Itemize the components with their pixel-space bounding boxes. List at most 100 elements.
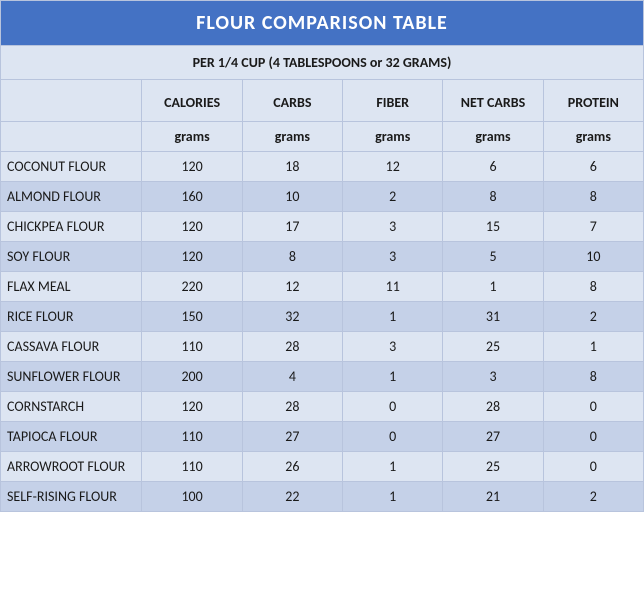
row-value: 0 (543, 392, 643, 422)
row-label: SELF-RISING FLOUR (1, 482, 142, 512)
row-label: RICE FLOUR (1, 302, 142, 332)
table-title: FLOUR COMPARISON TABLE (1, 1, 644, 46)
row-value: 3 (443, 362, 543, 392)
table-row: CASSAVA FLOUR110283251 (1, 332, 644, 362)
table-row: RICE FLOUR150321312 (1, 302, 644, 332)
row-value: 6 (443, 152, 543, 182)
column-header-calories: CALORIES (142, 80, 242, 122)
row-label: SOY FLOUR (1, 242, 142, 272)
row-value: 1 (343, 362, 443, 392)
row-value: 110 (142, 332, 242, 362)
row-value: 5 (443, 242, 543, 272)
unit-protein: grams (543, 122, 643, 152)
row-label: COCONUT FLOUR (1, 152, 142, 182)
row-value: 8 (543, 362, 643, 392)
column-header-blank (1, 80, 142, 122)
table-row: COCONUT FLOUR120181266 (1, 152, 644, 182)
column-header-fiber: FIBER (343, 80, 443, 122)
row-value: 12 (343, 152, 443, 182)
column-header-netcarbs: NET CARBS (443, 80, 543, 122)
row-value: 8 (543, 182, 643, 212)
row-value: 120 (142, 392, 242, 422)
table-row: SOY FLOUR12083510 (1, 242, 644, 272)
row-value: 10 (242, 182, 342, 212)
row-value: 28 (242, 332, 342, 362)
row-value: 6 (543, 152, 643, 182)
row-value: 120 (142, 212, 242, 242)
row-value: 28 (242, 392, 342, 422)
row-value: 25 (443, 332, 543, 362)
row-value: 120 (142, 152, 242, 182)
row-value: 15 (443, 212, 543, 242)
row-label: TAPIOCA FLOUR (1, 422, 142, 452)
row-value: 25 (443, 452, 543, 482)
row-value: 150 (142, 302, 242, 332)
row-value: 0 (543, 452, 643, 482)
row-label: ALMOND FLOUR (1, 182, 142, 212)
unit-calories: grams (142, 122, 242, 152)
row-value: 1 (543, 332, 643, 362)
table-row: SUNFLOWER FLOUR2004138 (1, 362, 644, 392)
row-value: 0 (343, 422, 443, 452)
row-label: CHICKPEA FLOUR (1, 212, 142, 242)
row-value: 26 (242, 452, 342, 482)
row-value: 27 (242, 422, 342, 452)
row-value: 120 (142, 242, 242, 272)
table-row: CHICKPEA FLOUR120173157 (1, 212, 644, 242)
unit-netcarbs: grams (443, 122, 543, 152)
row-value: 21 (443, 482, 543, 512)
row-value: 7 (543, 212, 643, 242)
row-value: 32 (242, 302, 342, 332)
row-value: 2 (543, 482, 643, 512)
row-value: 31 (443, 302, 543, 332)
row-value: 3 (343, 242, 443, 272)
table-row: TAPIOCA FLOUR110270270 (1, 422, 644, 452)
row-value: 220 (142, 272, 242, 302)
row-value: 8 (543, 272, 643, 302)
row-label: CASSAVA FLOUR (1, 332, 142, 362)
row-value: 4 (242, 362, 342, 392)
table-row: SELF-RISING FLOUR100221212 (1, 482, 644, 512)
row-label: CORNSTARCH (1, 392, 142, 422)
row-value: 12 (242, 272, 342, 302)
row-value: 18 (242, 152, 342, 182)
row-value: 17 (242, 212, 342, 242)
row-value: 22 (242, 482, 342, 512)
row-value: 10 (543, 242, 643, 272)
column-header-carbs: CARBS (242, 80, 342, 122)
row-value: 8 (242, 242, 342, 272)
row-label: SUNFLOWER FLOUR (1, 362, 142, 392)
row-value: 2 (543, 302, 643, 332)
row-value: 11 (343, 272, 443, 302)
row-label: FLAX MEAL (1, 272, 142, 302)
row-value: 2 (343, 182, 443, 212)
row-value: 160 (142, 182, 242, 212)
row-value: 100 (142, 482, 242, 512)
flour-comparison-table: FLOUR COMPARISON TABLE PER 1/4 CUP (4 TA… (0, 0, 644, 512)
table-row: FLAX MEAL220121118 (1, 272, 644, 302)
table-row: ALMOND FLOUR16010288 (1, 182, 644, 212)
row-value: 200 (142, 362, 242, 392)
row-value: 8 (443, 182, 543, 212)
row-value: 0 (343, 392, 443, 422)
table-row: ARROWROOT FLOUR110261250 (1, 452, 644, 482)
unit-header-blank (1, 122, 142, 152)
row-label: ARROWROOT FLOUR (1, 452, 142, 482)
table-body: COCONUT FLOUR120181266ALMOND FLOUR160102… (1, 152, 644, 512)
row-value: 1 (343, 452, 443, 482)
table-row: CORNSTARCH120280280 (1, 392, 644, 422)
column-header-protein: PROTEIN (543, 80, 643, 122)
unit-carbs: grams (242, 122, 342, 152)
row-value: 3 (343, 212, 443, 242)
row-value: 0 (543, 422, 643, 452)
unit-fiber: grams (343, 122, 443, 152)
row-value: 27 (443, 422, 543, 452)
row-value: 1 (443, 272, 543, 302)
row-value: 110 (142, 452, 242, 482)
row-value: 110 (142, 422, 242, 452)
row-value: 3 (343, 332, 443, 362)
table-subtitle: PER 1/4 CUP (4 TABLESPOONS or 32 GRAMS) (1, 46, 644, 80)
row-value: 1 (343, 302, 443, 332)
row-value: 28 (443, 392, 543, 422)
row-value: 1 (343, 482, 443, 512)
